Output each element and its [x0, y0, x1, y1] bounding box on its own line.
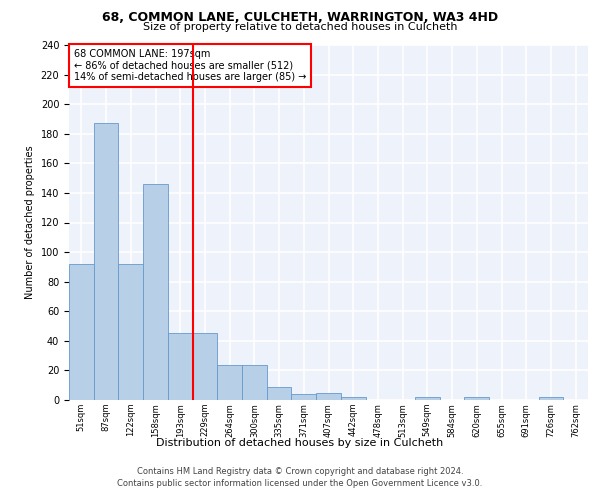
Bar	[242, 364, 267, 400]
Text: Size of property relative to detached houses in Culcheth: Size of property relative to detached ho…	[143, 22, 457, 32]
Bar	[193, 334, 217, 400]
Bar	[464, 397, 489, 400]
Bar	[415, 397, 440, 400]
Y-axis label: Number of detached properties: Number of detached properties	[25, 146, 35, 300]
Bar	[341, 397, 365, 400]
Bar	[118, 264, 143, 400]
Bar	[168, 334, 193, 400]
Text: 68 COMMON LANE: 197sqm
← 86% of detached houses are smaller (512)
14% of semi-de: 68 COMMON LANE: 197sqm ← 86% of detached…	[74, 48, 307, 82]
Bar	[94, 124, 118, 400]
Bar	[316, 392, 341, 400]
Bar	[217, 364, 242, 400]
Bar	[267, 386, 292, 400]
Text: 68, COMMON LANE, CULCHETH, WARRINGTON, WA3 4HD: 68, COMMON LANE, CULCHETH, WARRINGTON, W…	[102, 11, 498, 24]
Text: Contains HM Land Registry data © Crown copyright and database right 2024.: Contains HM Land Registry data © Crown c…	[137, 468, 463, 476]
Bar	[292, 394, 316, 400]
Bar	[539, 397, 563, 400]
Text: Contains public sector information licensed under the Open Government Licence v3: Contains public sector information licen…	[118, 479, 482, 488]
Text: Distribution of detached houses by size in Culcheth: Distribution of detached houses by size …	[157, 438, 443, 448]
Bar	[143, 184, 168, 400]
Bar	[69, 264, 94, 400]
